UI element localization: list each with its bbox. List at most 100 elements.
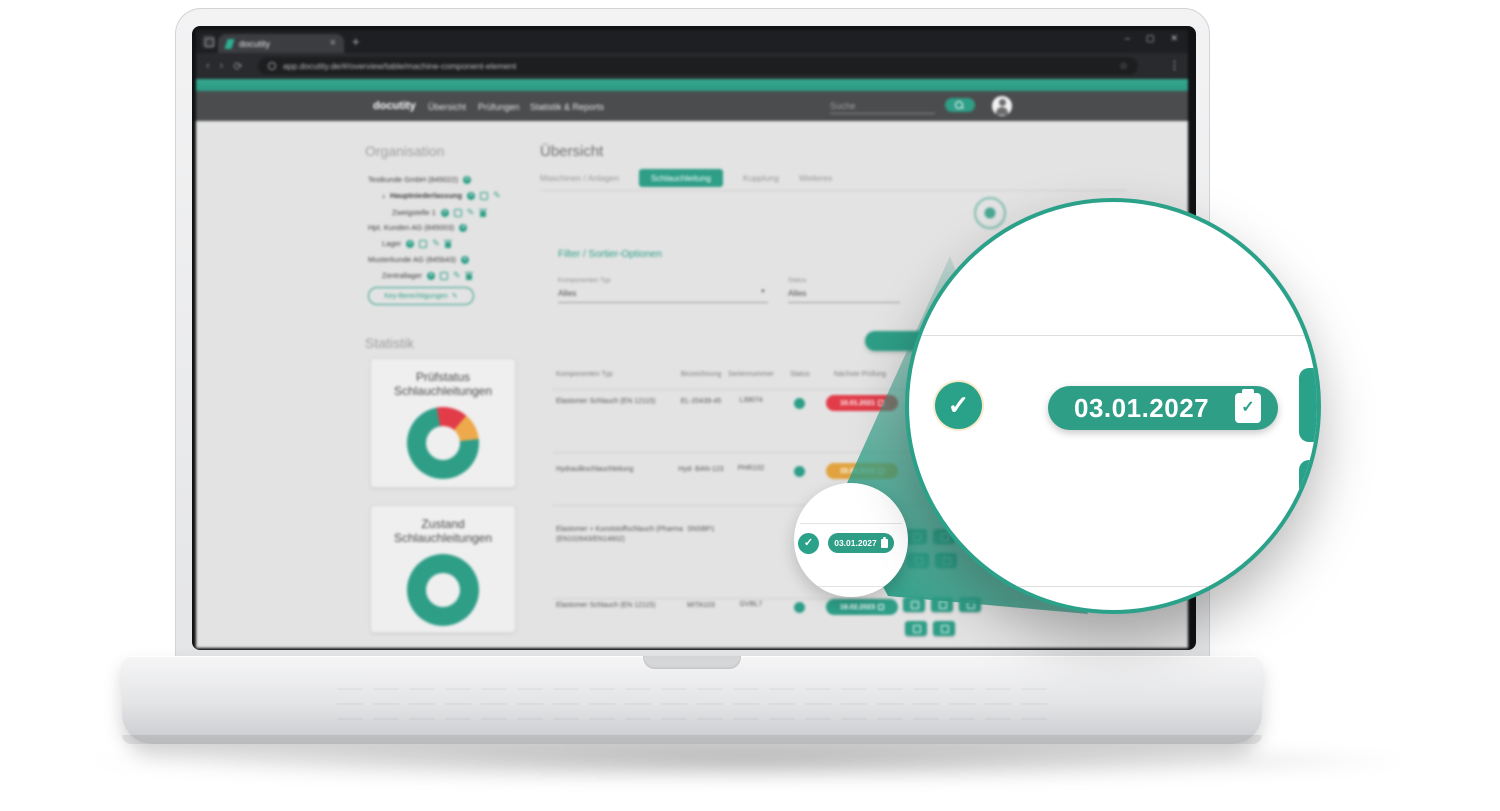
delete-icon[interactable] — [478, 208, 487, 217]
row-action-button[interactable] — [903, 597, 925, 612]
row-action-button[interactable] — [933, 621, 955, 636]
next-check-date-button[interactable]: 03.01.2027 ✓ — [1048, 386, 1278, 430]
chevron-down-icon: ▼ — [760, 289, 766, 295]
date-label: 03.01.2027 — [834, 538, 877, 548]
row-action-button[interactable] — [1299, 368, 1317, 442]
filter-status: Status Alles — [788, 277, 900, 307]
cell-komponenten-typ: Elastomer + Kunststoffschlauch (Pharma (… — [556, 526, 683, 543]
cell-seriennummer: L39074 — [739, 397, 763, 404]
row-action-button[interactable] — [931, 597, 953, 612]
browser-menu-icon[interactable]: ⋮ — [1169, 60, 1180, 72]
org-tree-item[interactable]: Testkunde GmbH (845022) — [368, 173, 472, 186]
brand-logo[interactable]: docutity — [373, 100, 416, 112]
row-action-button[interactable] — [905, 529, 927, 544]
add-icon[interactable] — [440, 208, 449, 217]
row-action-button[interactable] — [905, 621, 927, 636]
next-check-date-button[interactable]: 10.01.2021 — [826, 395, 898, 411]
user-avatar[interactable] — [992, 96, 1012, 116]
add-icon[interactable] — [460, 255, 469, 264]
edit-icon[interactable] — [493, 190, 501, 201]
row-action-button[interactable] — [935, 553, 957, 568]
qr-icon[interactable] — [440, 271, 449, 280]
nav-item-pruefungen[interactable]: Prüfungen — [478, 102, 520, 112]
next-check-date-button[interactable]: 15.06.2023 — [826, 463, 898, 479]
laptop-base — [122, 656, 1262, 744]
site-info-icon[interactable] — [268, 62, 276, 70]
cell-bezeichnung: MITA103 — [687, 602, 715, 609]
chevron-right-icon[interactable]: › — [382, 190, 385, 201]
tab-kupplung[interactable]: Kupplung — [742, 173, 779, 183]
edit-icon[interactable] — [453, 270, 461, 281]
zustand-donut-chart — [407, 553, 479, 626]
date-label: 18.02.2023 — [839, 603, 876, 611]
tab-overview-icon[interactable] — [202, 35, 215, 48]
status-dot — [794, 602, 805, 613]
next-check-date-button[interactable]: 18.02.2023 — [826, 599, 898, 615]
add-icon[interactable] — [406, 239, 415, 248]
forward-icon[interactable]: › — [219, 60, 224, 72]
magnifier-zoom-circle: ✓ 03.01.2027 ✓ — [905, 198, 1321, 614]
statistik-title: Statistik — [365, 335, 415, 351]
reload-icon[interactable]: ⟳ — [233, 60, 243, 73]
row-action-button[interactable] — [907, 553, 929, 568]
window-close-button[interactable]: ✕ — [1170, 33, 1178, 43]
org-tree-item[interactable]: Hpt. Kunden AG (845003) — [368, 221, 468, 234]
row-action-button[interactable] — [959, 597, 981, 612]
org-tree-item[interactable]: › Hauptniederlassung — [382, 189, 501, 202]
org-tree-item[interactable]: Zentrallager — [382, 269, 474, 282]
search-input[interactable] — [830, 99, 935, 114]
row-actions — [903, 597, 993, 642]
tab-maschinen-anlagen[interactable]: Maschinen / Anlagen — [540, 173, 619, 183]
delete-icon[interactable] — [444, 239, 453, 248]
filter-section-title: Filter / Sortier-Optionen — [558, 249, 662, 260]
delete-icon[interactable] — [465, 271, 474, 280]
tab-weiteres[interactable]: Weiteres — [798, 173, 833, 183]
stat-card-pruefstatus[interactable]: Prüfstatus Schlauchleitungen — [370, 358, 516, 488]
add-icon[interactable] — [427, 271, 436, 280]
address-bar[interactable]: app.docutity.de/#/overview/table/machine… — [258, 57, 1138, 75]
window-minimize-button[interactable]: – — [1124, 33, 1130, 43]
org-tree-item[interactable]: Zweigstelle 1 — [392, 206, 487, 219]
edit-icon[interactable] — [432, 238, 440, 249]
tab-title: docutity — [239, 38, 271, 49]
next-check-date-button[interactable]: 03.01.2027 — [828, 533, 894, 553]
col-header: Nächste Prüfung — [833, 371, 887, 378]
qr-icon[interactable] — [453, 208, 462, 217]
add-icon[interactable] — [459, 223, 468, 232]
window-maximize-button[interactable]: ▢ — [1145, 33, 1155, 43]
docutity-favicon-icon — [224, 38, 235, 49]
tab-close-icon[interactable]: × — [329, 37, 336, 49]
stat-card-zustand[interactable]: Zustand Schlauchleitungen — [370, 505, 516, 633]
tab-schlauchleitung[interactable]: Schlauchleitung — [638, 169, 723, 187]
qr-icon[interactable] — [480, 191, 489, 200]
add-icon[interactable] — [463, 175, 472, 184]
browser-tab[interactable]: docutity × — [218, 34, 344, 53]
date-label: 03.01.2027 — [1074, 392, 1210, 423]
browser-tab-strip: docutity × + – ▢ ✕ — [196, 30, 1188, 53]
new-tab-button[interactable]: + — [352, 34, 360, 49]
table-divider — [800, 586, 902, 587]
tree-item-label: Zentrallager — [382, 271, 423, 280]
qr-icon[interactable] — [419, 239, 428, 248]
org-tree-item[interactable]: Musterkunde AG (845b43) — [368, 253, 469, 266]
back-icon[interactable]: ‹ — [206, 60, 210, 72]
edit-icon[interactable] — [467, 207, 475, 218]
calendar-icon — [878, 604, 885, 610]
add-icon[interactable] — [467, 191, 476, 200]
nav-item-uebersicht[interactable]: Übersicht — [428, 102, 467, 112]
add-fab-button[interactable] — [974, 197, 1006, 229]
cell-komponenten-typ: Elastomer Schlauch (EN 12115) — [556, 602, 656, 609]
komponenten-typ-select[interactable]: Alles ▼ — [558, 288, 768, 303]
nav-item-statistik-reports[interactable]: Statistik & Reports — [530, 102, 605, 112]
tree-item-label: Lager — [382, 239, 402, 248]
content-tabs: Maschinen / Anlagen Schlauchleitung Kupp… — [540, 167, 832, 189]
edit-icon: ✎ — [451, 293, 458, 300]
row-action-button[interactable] — [1299, 460, 1317, 534]
bookmark-star-icon[interactable]: ☆ — [1119, 60, 1128, 72]
key-berechtigungen-button[interactable]: Key-Berechtigungen ✎ — [368, 287, 474, 305]
search-button[interactable] — [945, 98, 975, 112]
status-select[interactable]: Alles — [788, 288, 900, 303]
laptop-notch — [643, 656, 741, 669]
org-tree-item[interactable]: Lager — [382, 237, 453, 250]
